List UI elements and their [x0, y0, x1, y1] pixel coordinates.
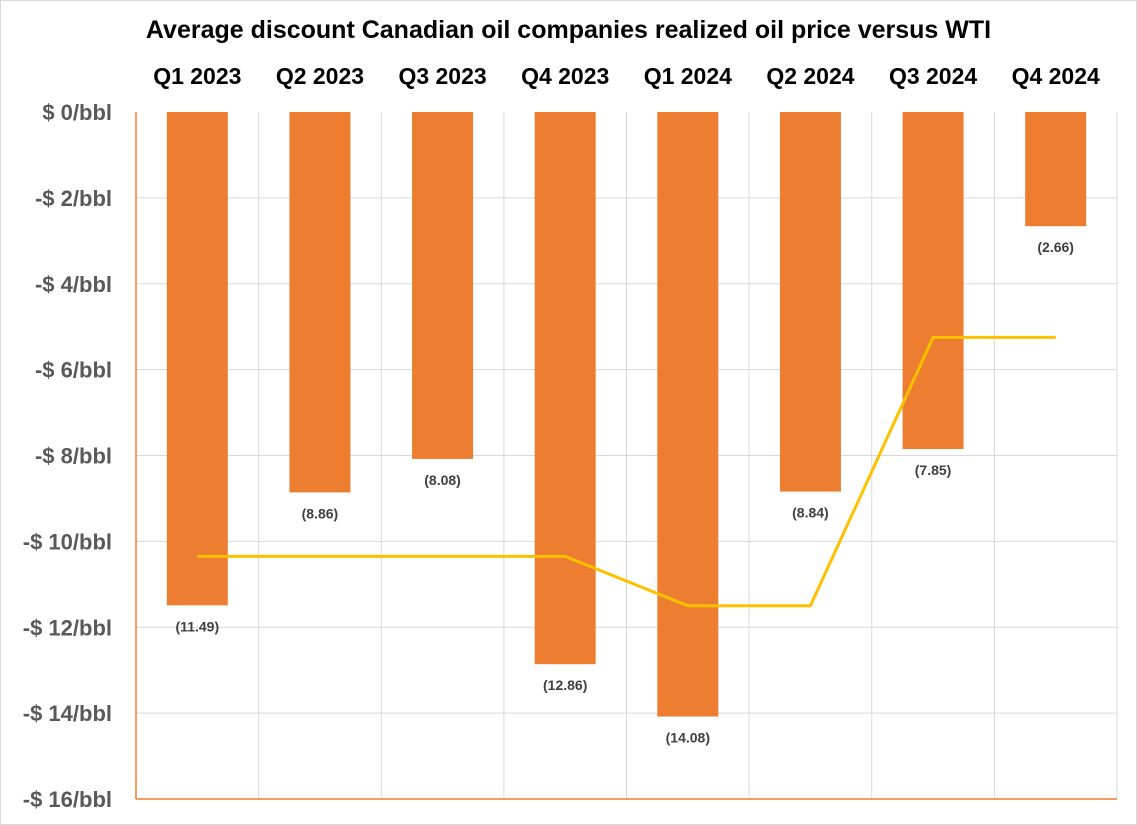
line-series: [197, 335, 1056, 608]
bar: [534, 112, 596, 665]
data-label: (11.49): [176, 618, 220, 634]
category-label: Q3 2024: [889, 63, 977, 89]
category-label: Q4 2023: [521, 63, 609, 89]
data-label: (8.08): [424, 472, 461, 488]
y-tick-label: -$ 6/bbl: [35, 358, 112, 383]
bar: [412, 112, 474, 459]
y-tick-label: -$ 10/bbl: [23, 529, 112, 554]
data-label: (2.66): [1037, 239, 1074, 255]
data-label: (14.08): [666, 730, 710, 746]
y-tick-label: -$ 4/bbl: [35, 272, 112, 297]
data-label: (8.84): [792, 505, 829, 521]
category-label: Q4 2024: [1012, 63, 1100, 89]
y-tick-label: -$ 8/bbl: [35, 444, 112, 469]
bar: [902, 112, 964, 450]
chart-title: Average discount Canadian oil companies …: [145, 16, 992, 44]
category-label: Q2 2024: [766, 63, 854, 89]
bar: [657, 112, 719, 717]
data-label: (8.86): [302, 505, 339, 521]
data-label: (12.86): [543, 677, 587, 693]
y-tick-label: -$ 2/bbl: [35, 186, 112, 211]
axes: [135, 112, 1117, 800]
category-label: Q1 2024: [644, 63, 732, 89]
bar: [1025, 112, 1087, 227]
y-tick-label: -$ 12/bbl: [23, 615, 112, 640]
category-label: Q2 2023: [276, 63, 364, 89]
data-label: (7.85): [915, 462, 952, 478]
bar-series: [166, 112, 1087, 717]
labels: $ 0/bbl -$ 2/bbl -$ 4/bbl -$ 6/bbl -$ 8/bbl -…: [23, 63, 1100, 812]
gridlines: [136, 112, 1118, 799]
y-tick-label: $ 0/bbl: [42, 100, 112, 125]
line-series-path: [197, 335, 1056, 608]
category-label: Q3 2023: [398, 63, 486, 89]
bar: [779, 112, 841, 492]
y-tick-label: -$ 14/bbl: [23, 701, 112, 726]
bar: [289, 112, 351, 493]
bar: [166, 112, 228, 606]
y-tick-label: -$ 16/bbl: [23, 787, 112, 812]
category-label: Q1 2023: [153, 63, 241, 89]
